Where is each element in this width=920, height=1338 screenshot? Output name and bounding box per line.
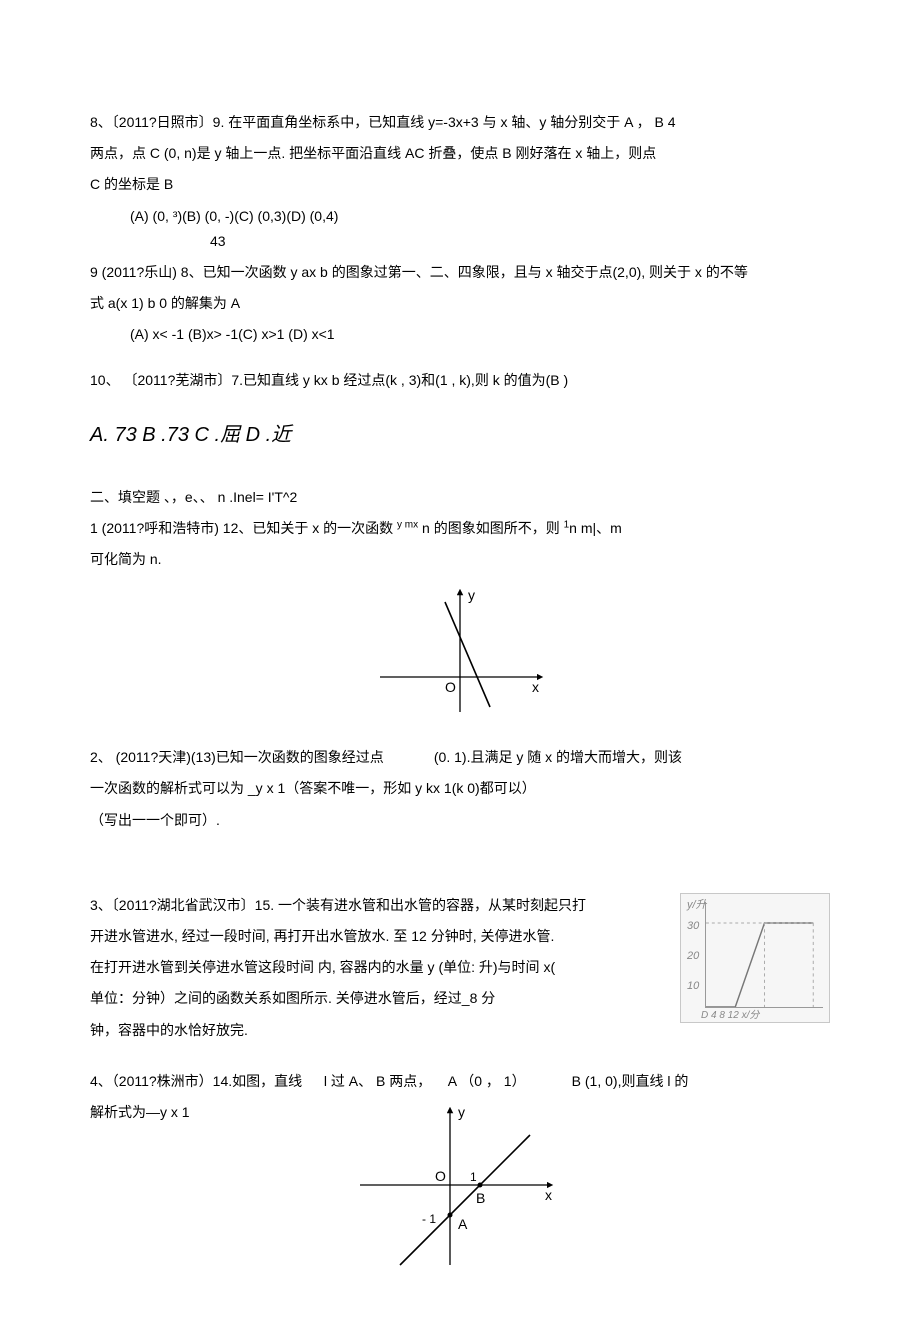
- q2-4-line1: 4、（2011?株洲市）14.如图，直线 l 过 A、 B 两点， A （0 ，…: [90, 1069, 830, 1094]
- q2-3-row: 3、〔2011?湖北省武汉市〕15. 一个装有进水管和出水管的容器，从某时刻起只…: [90, 893, 830, 1049]
- q8-line4: (A) (0, ³)(B) (0, -)(C) (0,3)(D) (0,4): [90, 204, 830, 229]
- sec2-q1-line1: 1 (2011?呼和浩特市) 12、已知关于 x 的一次函数 y mx n 的图…: [90, 516, 830, 541]
- graph4-one: 1: [470, 1170, 477, 1184]
- q2-3-line3: 在打开进水管到关停进水管这段时间 内, 容器内的水量 y (单位: 升)与时间 …: [90, 955, 680, 980]
- sec2-heading: 二、填空题 、，e、、 n .Inel= I'T^2: [90, 485, 830, 510]
- q9-line2: 式 a(x 1) b 0 的解集为 A: [90, 291, 830, 316]
- graph3-axis: [705, 902, 823, 1008]
- graph4-o-label: O: [435, 1168, 446, 1184]
- sec2-q1b: n 的图象如图所不，则: [418, 520, 563, 536]
- graph1-o-label: O: [445, 679, 456, 695]
- graph1-wrap: y x O: [90, 582, 830, 725]
- q2-4-line1b: l 过 A、 B 两点，: [324, 1069, 444, 1094]
- q2-4-line1a: 4、（2011?株洲市）14.如图，直线: [90, 1069, 320, 1094]
- q2-4-line1c: A （0 ， 1）: [448, 1069, 568, 1094]
- q2-2-line1b: (0. 1).且满足 y 随 x 的增大而增大，则该: [434, 749, 682, 765]
- graph4-svg: y x O 1 B A - 1: [340, 1095, 580, 1275]
- graph1-y-label: y: [468, 587, 475, 603]
- sec2-q1d: 可化简为 n.: [90, 547, 830, 572]
- q9-line1: 9 (2011?乐山) 8、已知一次函数 y ax b 的图象过第一、二、四象限…: [90, 260, 830, 285]
- graph3-xticks: D 4 8 12 x/分: [701, 1006, 825, 1021]
- graph1-x-label: x: [532, 679, 539, 695]
- q2-2-line2: 一次函数的解析式可以为 _y x 1（答案不唯一，形如 y kx 1(k 0)都…: [90, 776, 830, 801]
- q2-2-line1: 2、 (2011?天津)(13)已知一次函数的图象经过点 (0. 1).且满足 …: [90, 745, 830, 770]
- q2-3-line4: 单位：分钟）之间的函数关系如图所示. 关停进水管后，经过_8 分: [90, 986, 680, 1011]
- graph3-svg: [706, 902, 823, 1007]
- graph1-svg: y x O: [360, 582, 560, 722]
- q2-4-line1d: B (1, 0),则直线 l 的: [572, 1073, 689, 1089]
- graph3-y20: 20: [687, 950, 699, 962]
- graph4-y-label: y: [458, 1104, 465, 1120]
- graph3-ytop: y/升: [687, 896, 707, 912]
- sec2-q1c: n m|、m: [569, 520, 622, 536]
- graph4-B: B: [476, 1190, 485, 1206]
- q8-line2: 两点，点 C (0, n)是 y 轴上一点. 把坐标平面沿直线 AC 折叠，使点…: [90, 141, 830, 166]
- sec2-q1a: 1 (2011?呼和浩特市) 12、已知关于 x 的一次函数: [90, 520, 397, 536]
- q2-2-line1a: 2、 (2011?天津)(13)已知一次函数的图象经过点: [90, 745, 430, 770]
- graph3-y30: 30: [687, 920, 699, 932]
- q2-3-line2: 开进水管进水, 经过一段时间, 再打开出水管放水. 至 12 分钟时, 关停进水…: [90, 924, 680, 949]
- graph3-y10: 10: [687, 980, 699, 992]
- q2-3-graphcol: y/升 30 20 10 D 4 8 12 x/分: [680, 893, 830, 1023]
- graph4-wrap: y x O 1 B A - 1: [90, 1095, 830, 1278]
- q2-2-line3: （写出一一个即可）.: [90, 808, 830, 833]
- graph4-neg1: - 1: [422, 1212, 436, 1226]
- q8-line1: 8、〔2011?日照市〕9. 在平面直角坐标系中，已知直线 y=-3x+3 与 …: [90, 110, 830, 135]
- graph4-x-label: x: [545, 1187, 552, 1203]
- q2-3-line5: 钟，容器中的水恰好放完.: [90, 1018, 680, 1043]
- page-root: 8、〔2011?日照市〕9. 在平面直角坐标系中，已知直线 y=-3x+3 与 …: [0, 0, 920, 1338]
- q2-3-line1: 3、〔2011?湖北省武汉市〕15. 一个装有进水管和出水管的容器，从某时刻起只…: [90, 893, 680, 918]
- graph4-A: A: [458, 1216, 468, 1232]
- q10-line1: 10、 〔2011?芜湖市〕7.已知直线 y kx b 经过点(k , 3)和(…: [90, 368, 830, 393]
- q9-line3: (A) x< -1 (B)x> -1(C) x>1 (D) x<1: [90, 322, 830, 347]
- sec2-q1-sup: y mx: [397, 519, 418, 530]
- q10-line2: A. 73 B .73 C .屈 D .近: [90, 417, 830, 453]
- q8-line3: C 的坐标是 B: [90, 172, 830, 197]
- graph3-frame: y/升 30 20 10 D 4 8 12 x/分: [680, 893, 830, 1023]
- q2-3-textcol: 3、〔2011?湖北省武汉市〕15. 一个装有进水管和出水管的容器，从某时刻起只…: [90, 893, 680, 1049]
- q8-line5: 43: [90, 229, 830, 254]
